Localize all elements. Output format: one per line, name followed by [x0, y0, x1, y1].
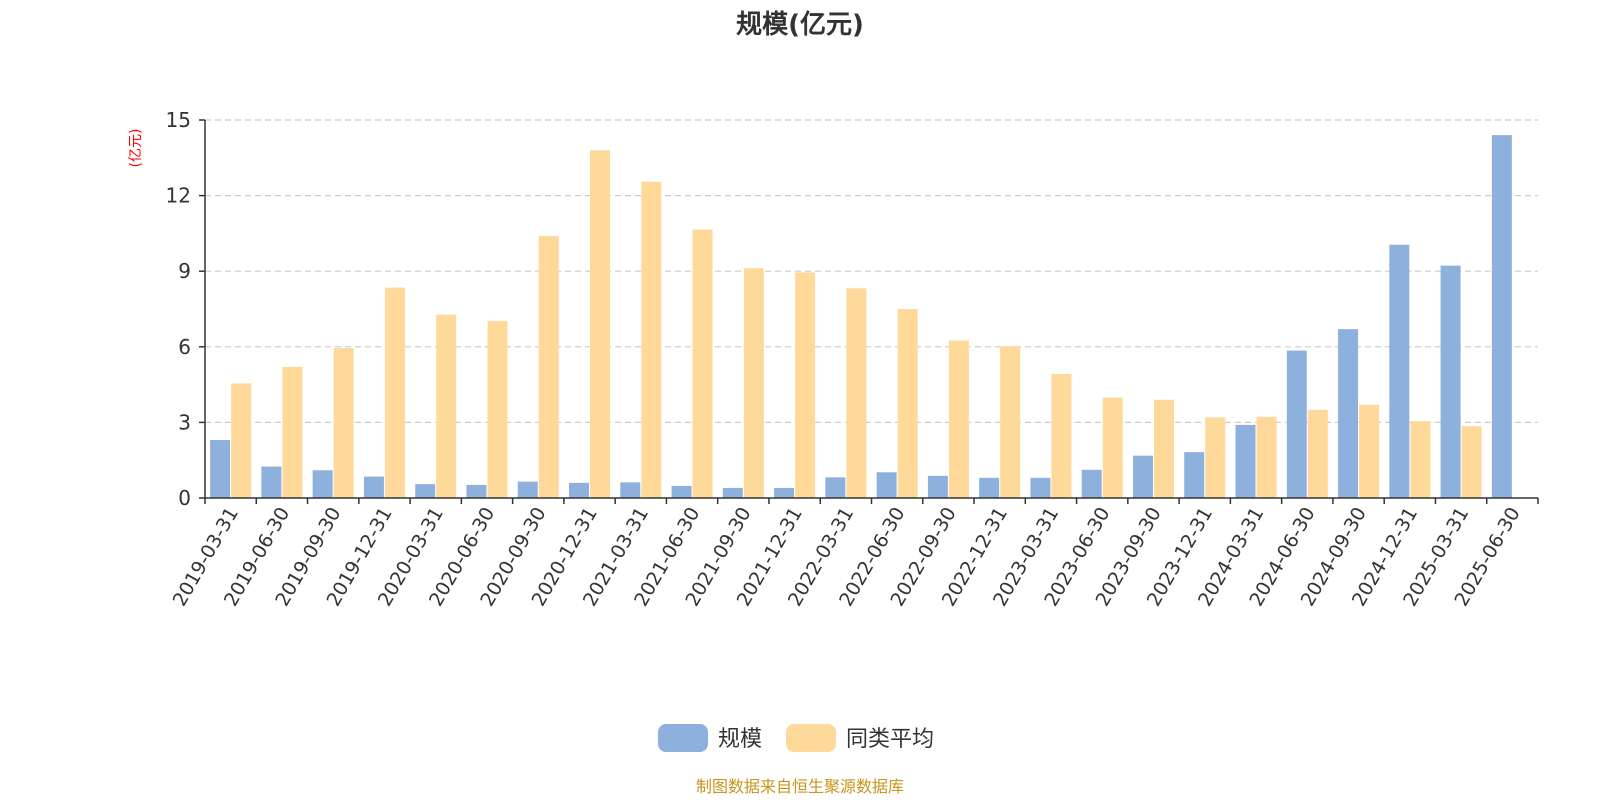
bar-peer-average — [1256, 416, 1277, 498]
y-tick-labels: 0 3 6 9 12 15 — [166, 108, 191, 510]
y-tick-label: 15 — [166, 108, 191, 132]
bar-scale — [722, 487, 743, 498]
bar-scale — [620, 482, 641, 498]
chart-title: 规模(亿元) — [736, 10, 864, 40]
bar-peer-average — [231, 383, 252, 498]
bar-peer-average — [1461, 426, 1482, 498]
bar-peer-average — [641, 181, 662, 499]
bar-peer-average — [436, 314, 457, 498]
bar-peer-average — [1000, 346, 1021, 498]
bar-scale — [1389, 244, 1410, 498]
bar-scale — [466, 484, 487, 498]
data-source-note: 制图数据来自恒生聚源数据库 — [696, 777, 904, 796]
y-axis-unit-label: (亿元) — [128, 129, 144, 168]
bar-scale — [1235, 424, 1256, 498]
bar-peer-average — [1307, 409, 1328, 498]
bar-scale — [569, 482, 590, 498]
bar-scale — [1132, 455, 1153, 498]
legend[interactable]: 规模 同类平均 — [658, 724, 934, 752]
bar-peer-average — [282, 366, 303, 498]
bar-scale — [261, 466, 282, 498]
bar-peer-average — [1153, 399, 1174, 498]
bar-scale — [774, 487, 795, 498]
bar-peer-average — [795, 272, 816, 498]
bar-peer-average — [1410, 421, 1431, 498]
y-tick-label: 12 — [166, 184, 191, 208]
bar-peer-average — [590, 150, 611, 499]
bar-scale — [927, 475, 948, 498]
bar-peer-average — [1205, 417, 1226, 498]
bar-scale — [825, 477, 846, 498]
bar-peer-average — [743, 268, 764, 498]
bar-peer-average — [948, 340, 969, 498]
bar-scale — [979, 477, 1000, 498]
bar-scale — [1286, 350, 1307, 498]
bar-peer-average — [538, 235, 559, 499]
bar-peer-average — [487, 321, 508, 498]
bar-peer-average — [692, 229, 713, 498]
axes — [204, 120, 1539, 504]
bar-scale — [312, 470, 333, 498]
bar-scale — [1338, 329, 1359, 498]
legend-item-scale[interactable]: 规模 — [658, 724, 762, 752]
bar-scale — [363, 476, 384, 498]
x-tick-labels: 2019-03-312019-06-302019-09-302019-12-31… — [169, 503, 1525, 610]
bars — [210, 135, 1512, 499]
bar-scale — [1491, 135, 1512, 498]
bar-peer-average — [1359, 404, 1380, 498]
bar-scale — [1440, 265, 1461, 498]
bar-scale — [671, 485, 692, 498]
bar-scale — [1030, 477, 1051, 498]
bar-peer-average — [333, 348, 354, 498]
bar-peer-average — [1051, 374, 1072, 498]
legend-label: 同类平均 — [846, 727, 934, 752]
legend-swatch — [786, 724, 836, 752]
bar-scale — [1184, 452, 1205, 498]
y-tick-label: 9 — [178, 259, 191, 283]
legend-label: 规模 — [718, 727, 762, 752]
bar-scale — [210, 440, 231, 498]
bar-scale — [415, 484, 436, 498]
legend-swatch — [658, 724, 708, 752]
y-tick-label: 6 — [178, 335, 191, 359]
legend-item-peer-average[interactable]: 同类平均 — [786, 724, 934, 752]
bar-peer-average — [897, 309, 918, 498]
bar-peer-average — [384, 287, 405, 498]
bar-peer-average — [846, 288, 867, 498]
y-tick-label: 3 — [178, 410, 191, 434]
bar-scale — [876, 472, 897, 498]
bar-peer-average — [1102, 397, 1123, 498]
bar-scale — [517, 481, 538, 498]
y-tick-label: 0 — [178, 486, 191, 510]
bar-scale — [1081, 469, 1102, 498]
